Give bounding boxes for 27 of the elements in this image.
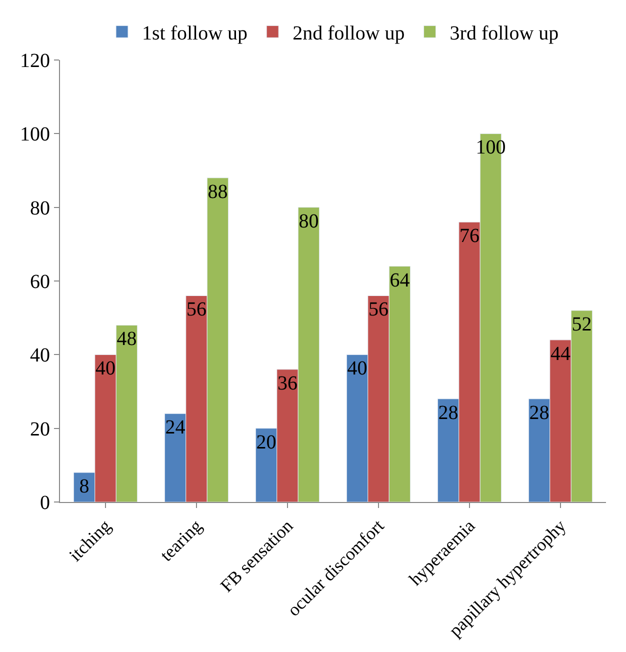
data-label: 56 [368,298,388,321]
data-label: 40 [96,358,116,380]
y-tick-label: 120 [20,50,50,72]
legend-label: 3rd follow up [450,22,559,44]
data-label: 36 [278,372,298,394]
data-label: 56 [186,298,206,321]
y-tick-label: 80 [30,197,50,220]
data-label: 8 [79,476,90,498]
data-label: 48 [116,328,137,350]
y-tick-label: 40 [30,344,50,367]
data-label: 76 [460,225,480,248]
legend-label: 2nd follow up [292,22,405,44]
data-label: 28 [529,402,550,424]
data-label: 44 [550,342,570,365]
data-label: 64 [390,269,410,292]
data-label: 20 [256,431,276,454]
y-tick-label: 60 [30,271,50,293]
data-label: 80 [298,210,319,232]
data-label: 88 [208,180,228,203]
legend-label: 1st follow up [142,22,248,44]
data-label: 40 [347,358,368,380]
y-tick-label: 0 [40,492,50,514]
data-label: 52 [572,313,592,336]
y-tick-label: 100 [20,124,50,146]
data-label: 24 [165,416,186,439]
y-tick-label: 20 [30,418,50,440]
data-label: 28 [438,402,458,424]
